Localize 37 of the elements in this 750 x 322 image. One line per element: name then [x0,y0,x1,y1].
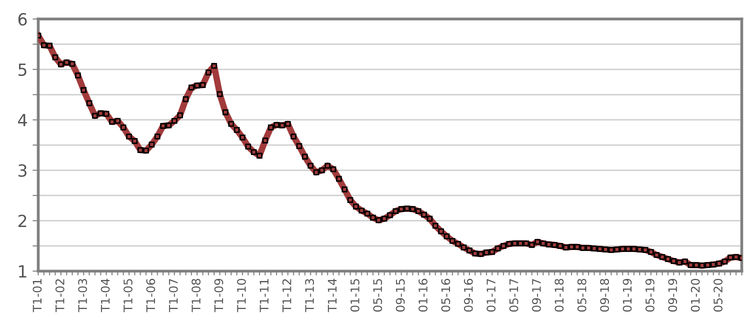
x-tick-label: T1-05 [124,279,132,312]
x-tick-label: T1-14 [328,278,337,312]
x-tick-label: T1-02 [55,279,64,312]
y-tick-label: 5 [18,64,26,76]
x-tick-label: 09-19 [668,278,678,312]
x-tick-label: 01-19 [622,278,632,312]
x-tick-label: 05-18 [577,278,586,312]
y-tick-label: 1 [19,265,26,278]
x-tick-label: 05-20 [714,278,722,312]
y-tick-label: 2 [18,214,26,228]
y-tick-label: 6 [18,12,27,26]
x-tick-label: 09-16 [464,278,473,312]
x-tick-label: 05-17 [509,279,518,312]
y-tick-label: 4 [18,114,27,126]
x-tick-label: 01-17 [486,279,496,312]
x-tick-label: 05-16 [441,278,450,312]
x-tick-label: 01-18 [554,278,564,312]
x-tick-label: T1-09 [214,278,224,312]
x-tick-label: T1-01 [32,279,42,312]
x-tick-label: T1-10 [236,278,246,312]
x-tick-label: 09-15 [396,279,405,312]
x-tick-label: 05-15 [373,279,382,312]
x-tick-label: T1-04 [100,278,110,312]
x-tick-label: 09-17 [532,279,541,312]
x-tick-label: 05-19 [645,278,654,312]
x-tick-label: 01-15 [350,279,360,312]
x-tick-label: T1-08 [192,278,201,312]
x-tick-label: T1-07 [168,279,178,312]
x-tick-label: T1-12 [282,279,292,312]
x-tick-label: T1-03 [78,279,88,312]
y-tick-label: 3 [18,164,26,177]
x-tick-label: T1-06 [146,278,156,312]
x-tick-label: 01-20 [690,278,700,312]
x-tick-label: T1-11 [260,279,268,312]
x-tick-label: 09-18 [600,278,610,312]
x-tick-label: 01-16 [418,278,428,312]
x-tick-label: T1-13 [305,279,314,312]
